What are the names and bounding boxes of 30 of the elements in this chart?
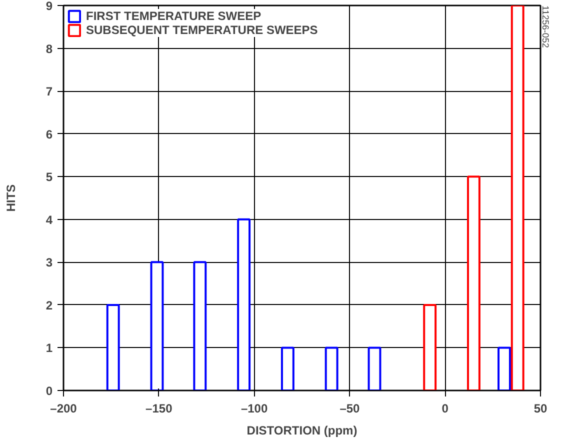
x-axis-title: DISTORTION (ppm) — [246, 424, 358, 438]
legend-label: FIRST TEMPERATURE SWEEP — [86, 9, 262, 23]
bar — [150, 261, 164, 390]
y-tick-label: 0 — [46, 384, 53, 398]
y-tick-label: 7 — [46, 84, 53, 99]
y-tick-label: 8 — [46, 42, 53, 56]
y-tick-label: 4 — [46, 212, 53, 227]
bar — [237, 218, 251, 390]
x-tick-label: –50 — [340, 402, 360, 416]
y-tick-label: 3 — [46, 256, 53, 270]
bar — [106, 304, 120, 390]
x-tick-label: –150 — [146, 402, 173, 416]
x-tick-label: –100 — [240, 402, 268, 416]
bar — [324, 346, 338, 390]
bar — [368, 346, 382, 390]
bar — [423, 304, 437, 390]
bar — [193, 261, 207, 390]
y-tick-label: 9 — [46, 0, 53, 13]
annotation: 11256-052 — [540, 6, 550, 48]
y-tick-label: 5 — [46, 170, 53, 184]
x-tick-label: 0 — [442, 402, 449, 416]
x-tick-label: 50 — [534, 402, 548, 416]
y-tick-label: 6 — [46, 127, 53, 142]
y-axis-title: HITS — [4, 184, 18, 212]
bar — [466, 176, 480, 390]
y-tick-label: 1 — [46, 341, 53, 356]
legend-label: SUBSEQUENT TEMPERATURE SWEEPS — [86, 23, 318, 37]
y-tick-label: 2 — [46, 298, 53, 312]
bar — [280, 346, 294, 390]
x-tick-label: –200 — [50, 402, 78, 416]
